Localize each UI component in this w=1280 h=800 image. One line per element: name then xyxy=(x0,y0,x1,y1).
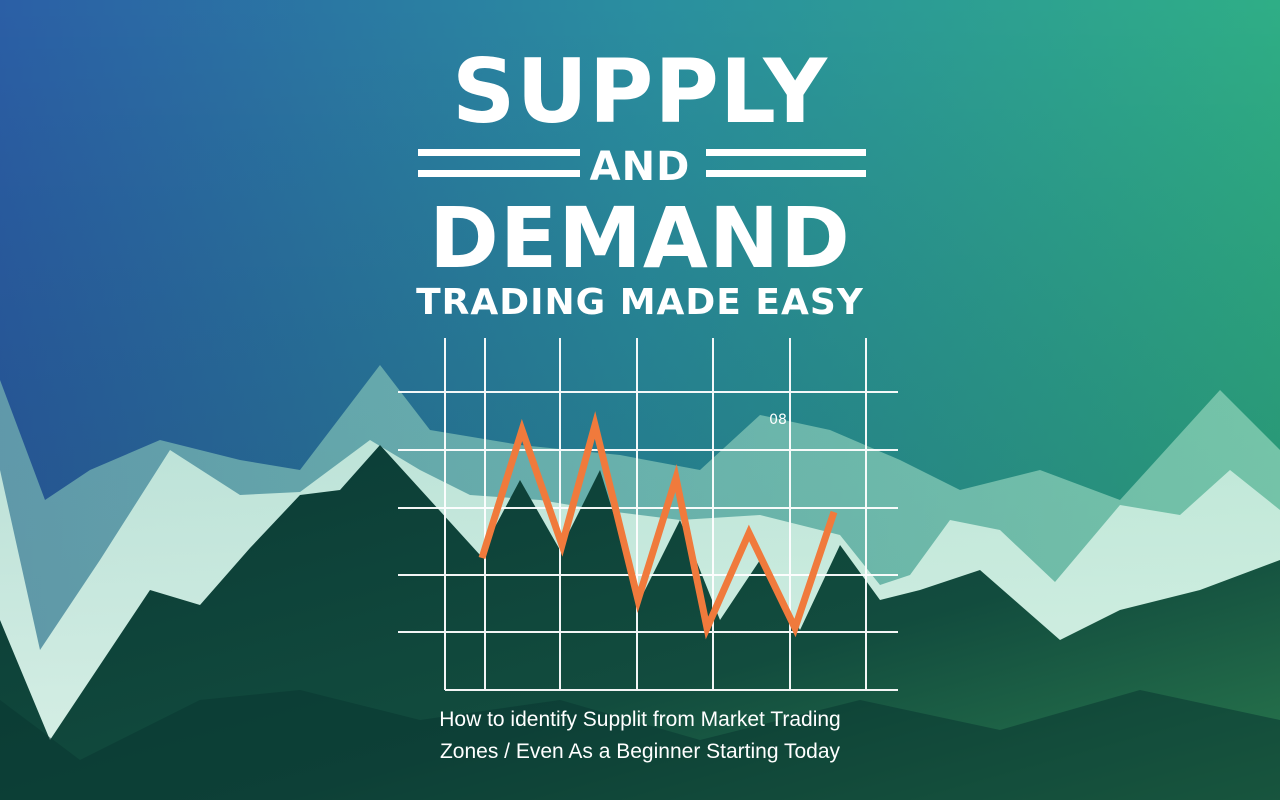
title-and: AND xyxy=(589,144,691,190)
title-divider-top-right xyxy=(706,149,866,156)
price-line xyxy=(478,411,838,640)
title-demand: DEMAND xyxy=(429,189,851,287)
title-divider-bottom-right xyxy=(706,170,866,177)
title-tagline: TRADING MADE EASY xyxy=(416,282,864,323)
chart-grid xyxy=(398,338,898,691)
title-supply: SUPPLY xyxy=(452,40,828,143)
title-divider-bottom-left xyxy=(418,170,580,177)
subtitle-line-1: How to identify Supplit from Market Trad… xyxy=(439,708,841,731)
chart-label: 08 xyxy=(769,412,787,428)
subtitle-line-2: Zones / Even As a Beginner Starting Toda… xyxy=(439,740,841,763)
title-divider-top-left xyxy=(418,149,580,156)
